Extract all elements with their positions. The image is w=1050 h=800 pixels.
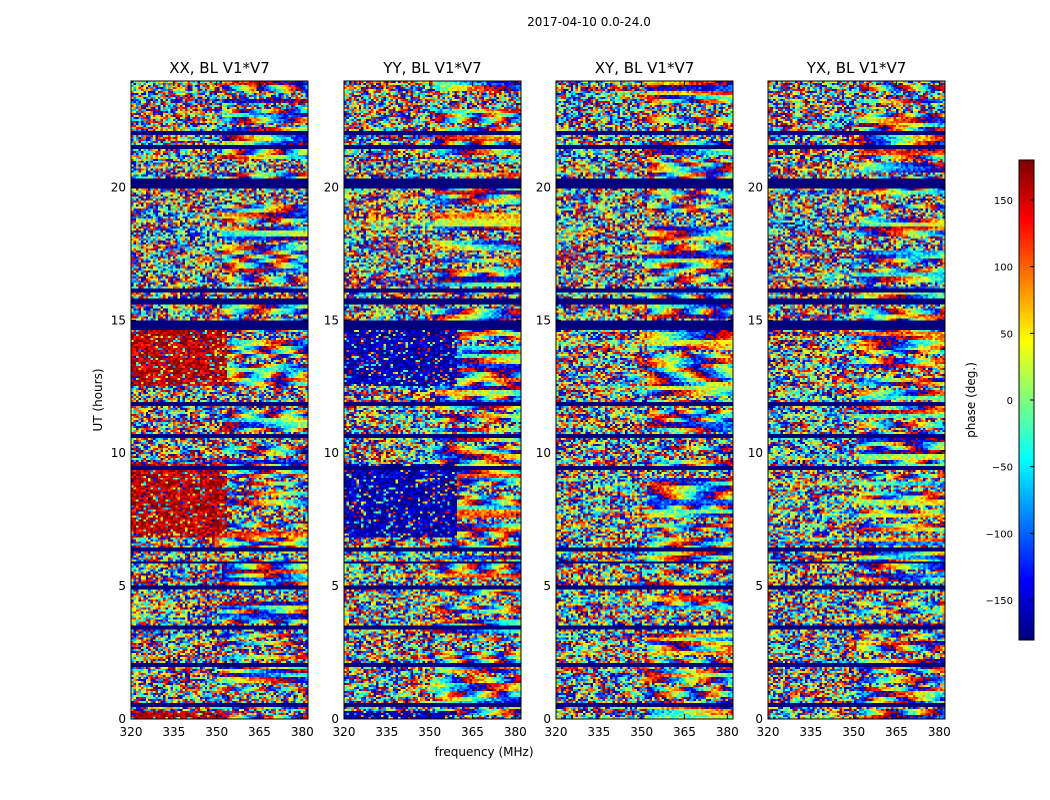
y-tick-label: 15 <box>324 313 339 327</box>
x-tick-label: 335 <box>799 725 822 739</box>
x-tick-label: 320 <box>757 725 780 739</box>
y-tick-label: 10 <box>111 446 126 460</box>
colorbar: −150 −100 −50 0 50 100 150 <box>986 159 1035 641</box>
y-tick-label: 10 <box>748 446 763 460</box>
phase-heatmap-yy <box>344 81 521 719</box>
x-tick-label: 380 <box>716 725 739 739</box>
panel-title-xx: XX, BL V1*V7 <box>169 59 270 77</box>
x-tick-label: 380 <box>291 725 314 739</box>
x-tick-label: 380 <box>504 725 527 739</box>
y-tick-label: 0 <box>118 712 126 726</box>
y-tick-label: 5 <box>331 579 339 593</box>
colorbar-tick-label: 100 <box>994 263 1013 274</box>
x-tick-label: 365 <box>673 725 696 739</box>
x-tick-label: 350 <box>418 725 441 739</box>
y-tick-label: 0 <box>543 712 551 726</box>
y-tick-label: 15 <box>111 313 126 327</box>
y-tick-label: 10 <box>324 446 339 460</box>
x-tick-label: 320 <box>120 725 143 739</box>
panel-frame <box>130 80 309 720</box>
colorbar-tick-label: 50 <box>1000 329 1013 340</box>
x-tick-label: 320 <box>333 725 356 739</box>
panel-yy: YY, BL V1*V7 320 335 350 365 380 0 5 10 15 20 <box>324 59 527 739</box>
x-axis-label: frequency (MHz) <box>434 745 533 759</box>
y-tick-label: 15 <box>536 313 551 327</box>
colorbar-label: phase (deg.) <box>964 362 978 438</box>
phase-heatmap-xx <box>131 81 308 719</box>
x-tick-label: 365 <box>461 725 484 739</box>
y-tick-label: 0 <box>331 712 339 726</box>
x-tick-label: 320 <box>545 725 568 739</box>
y-tick-label: 0 <box>755 712 763 726</box>
x-tick-label: 335 <box>162 725 185 739</box>
y-tick-label: 20 <box>536 180 551 194</box>
figure-suptitle: 2017-04-10 0.0-24.0 <box>527 15 651 29</box>
y-tick-label: 10 <box>536 446 551 460</box>
panel-title-xy: XY, BL V1*V7 <box>595 59 695 77</box>
x-tick-label: 350 <box>205 725 228 739</box>
panel-title-yy: YY, BL V1*V7 <box>382 59 481 77</box>
panel-frame <box>555 80 734 720</box>
colorbar-tick-label: 150 <box>994 196 1013 207</box>
colorbar-tick-label: −50 <box>992 463 1013 474</box>
x-tick-label: 365 <box>248 725 271 739</box>
x-tick-label: 350 <box>842 725 865 739</box>
panel-frame <box>767 80 946 720</box>
x-tick-label: 335 <box>587 725 610 739</box>
y-tick-label: 20 <box>748 180 763 194</box>
y-tick-label: 5 <box>755 579 763 593</box>
x-tick-label: 350 <box>630 725 653 739</box>
y-tick-label: 5 <box>118 579 126 593</box>
panel-xy: XY, BL V1*V7 320 335 350 365 380 0 5 10 15 20 <box>536 59 739 739</box>
y-tick-label: 15 <box>748 313 763 327</box>
panel-title-yx: YX, BL V1*V7 <box>806 59 907 77</box>
colorbar-tick-label: −150 <box>986 596 1013 607</box>
phase-heatmap-xy <box>556 81 733 719</box>
x-tick-label: 335 <box>375 725 398 739</box>
panel-yx: YX, BL V1*V7 320 335 350 365 380 0 5 10 15 20 <box>748 59 951 739</box>
colorbar-tick-label: −100 <box>986 529 1013 540</box>
x-tick-label: 380 <box>928 725 951 739</box>
colorbar-gradient <box>1019 160 1034 640</box>
phase-heatmap-yx <box>768 81 945 719</box>
panel-frame <box>343 80 522 720</box>
colorbar-tick-label: 0 <box>1007 396 1013 407</box>
y-tick-label: 5 <box>543 579 551 593</box>
y-tick-label: 20 <box>111 180 126 194</box>
y-axis-label: UT (hours) <box>91 368 105 431</box>
y-tick-label: 20 <box>324 180 339 194</box>
panel-xx: XX, BL V1*V7 320 335 350 365 380 0 5 10 15 20 <box>111 59 314 739</box>
x-tick-label: 365 <box>885 725 908 739</box>
